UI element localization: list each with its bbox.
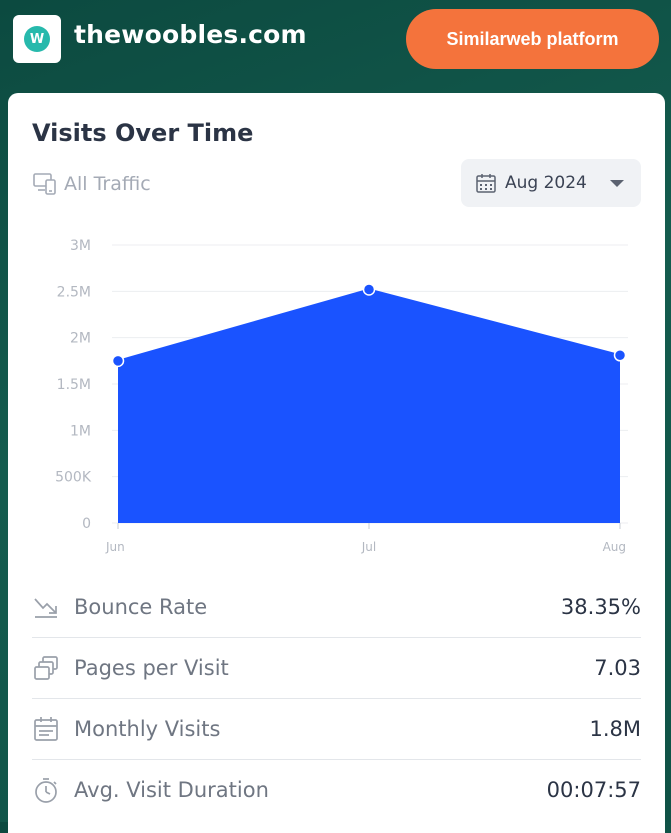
metric-row: Avg. Visit Duration 00:07:57 — [32, 760, 641, 820]
metric-label: Monthly Visits — [74, 717, 221, 741]
metric-label: Pages per Visit — [74, 656, 229, 680]
traffic-filter-label: All Traffic — [64, 173, 151, 195]
y-tick-label: 500K — [55, 470, 92, 486]
date-selector[interactable]: Aug 2024 — [461, 159, 641, 207]
data-point — [111, 354, 125, 368]
y-tick-label: 3M — [70, 238, 91, 254]
metrics-list: Bounce Rate 38.35% Pages per Visit 7.03 Mont… — [32, 577, 641, 820]
card-title: Visits Over Time — [32, 119, 254, 147]
metric-label: Bounce Rate — [74, 595, 208, 619]
visits-area — [118, 289, 620, 523]
metric-row: Bounce Rate 38.35% — [32, 577, 641, 638]
metric-row: Monthly Visits 1.8M — [32, 699, 641, 760]
visit-duration-icon — [32, 776, 60, 804]
date-selector-label: Aug 2024 — [505, 173, 587, 193]
y-tick-label: 0 — [82, 516, 91, 532]
metric-value: 38.35% — [560, 595, 641, 619]
x-tick-label: Aug — [603, 540, 626, 554]
site-logo-icon: W — [24, 26, 50, 52]
bounce-rate-icon — [32, 593, 60, 621]
x-tick-label: Jun — [105, 540, 125, 554]
site-header: W thewoobles.com Similarweb platform — [0, 0, 671, 93]
devices-icon — [33, 173, 56, 195]
y-tick-label: 1M — [70, 423, 91, 439]
y-tick-label: 2.5M — [57, 284, 91, 300]
site-logo[interactable]: W — [13, 15, 61, 63]
metric-value: 00:07:57 — [546, 778, 641, 802]
x-tick-label: Jul — [361, 540, 376, 554]
calendar-icon — [476, 174, 496, 193]
site-name: thewoobles.com — [74, 20, 307, 49]
data-point — [362, 283, 376, 296]
pages-per-visit-icon — [32, 654, 60, 682]
visits-area-chart: 0 500K 1M 1.5M 2M 2.5M 3M Jun Jul Aug — [55, 238, 628, 554]
metric-value: 7.03 — [594, 656, 641, 680]
data-point — [613, 349, 627, 362]
metric-row: Pages per Visit 7.03 — [32, 638, 641, 699]
metric-value: 1.8M — [589, 717, 641, 741]
monthly-visits-icon — [32, 715, 60, 743]
traffic-filter: All Traffic — [32, 169, 151, 199]
similarweb-platform-button[interactable]: Similarweb platform — [406, 9, 659, 69]
metric-label: Avg. Visit Duration — [74, 778, 269, 802]
y-tick-label: 2M — [70, 331, 91, 347]
visits-card: Visits Over Time All Traffic Aug 2024 0 5… — [8, 93, 665, 833]
chevron-down-icon — [610, 180, 624, 187]
y-tick-label: 1.5M — [57, 377, 91, 393]
